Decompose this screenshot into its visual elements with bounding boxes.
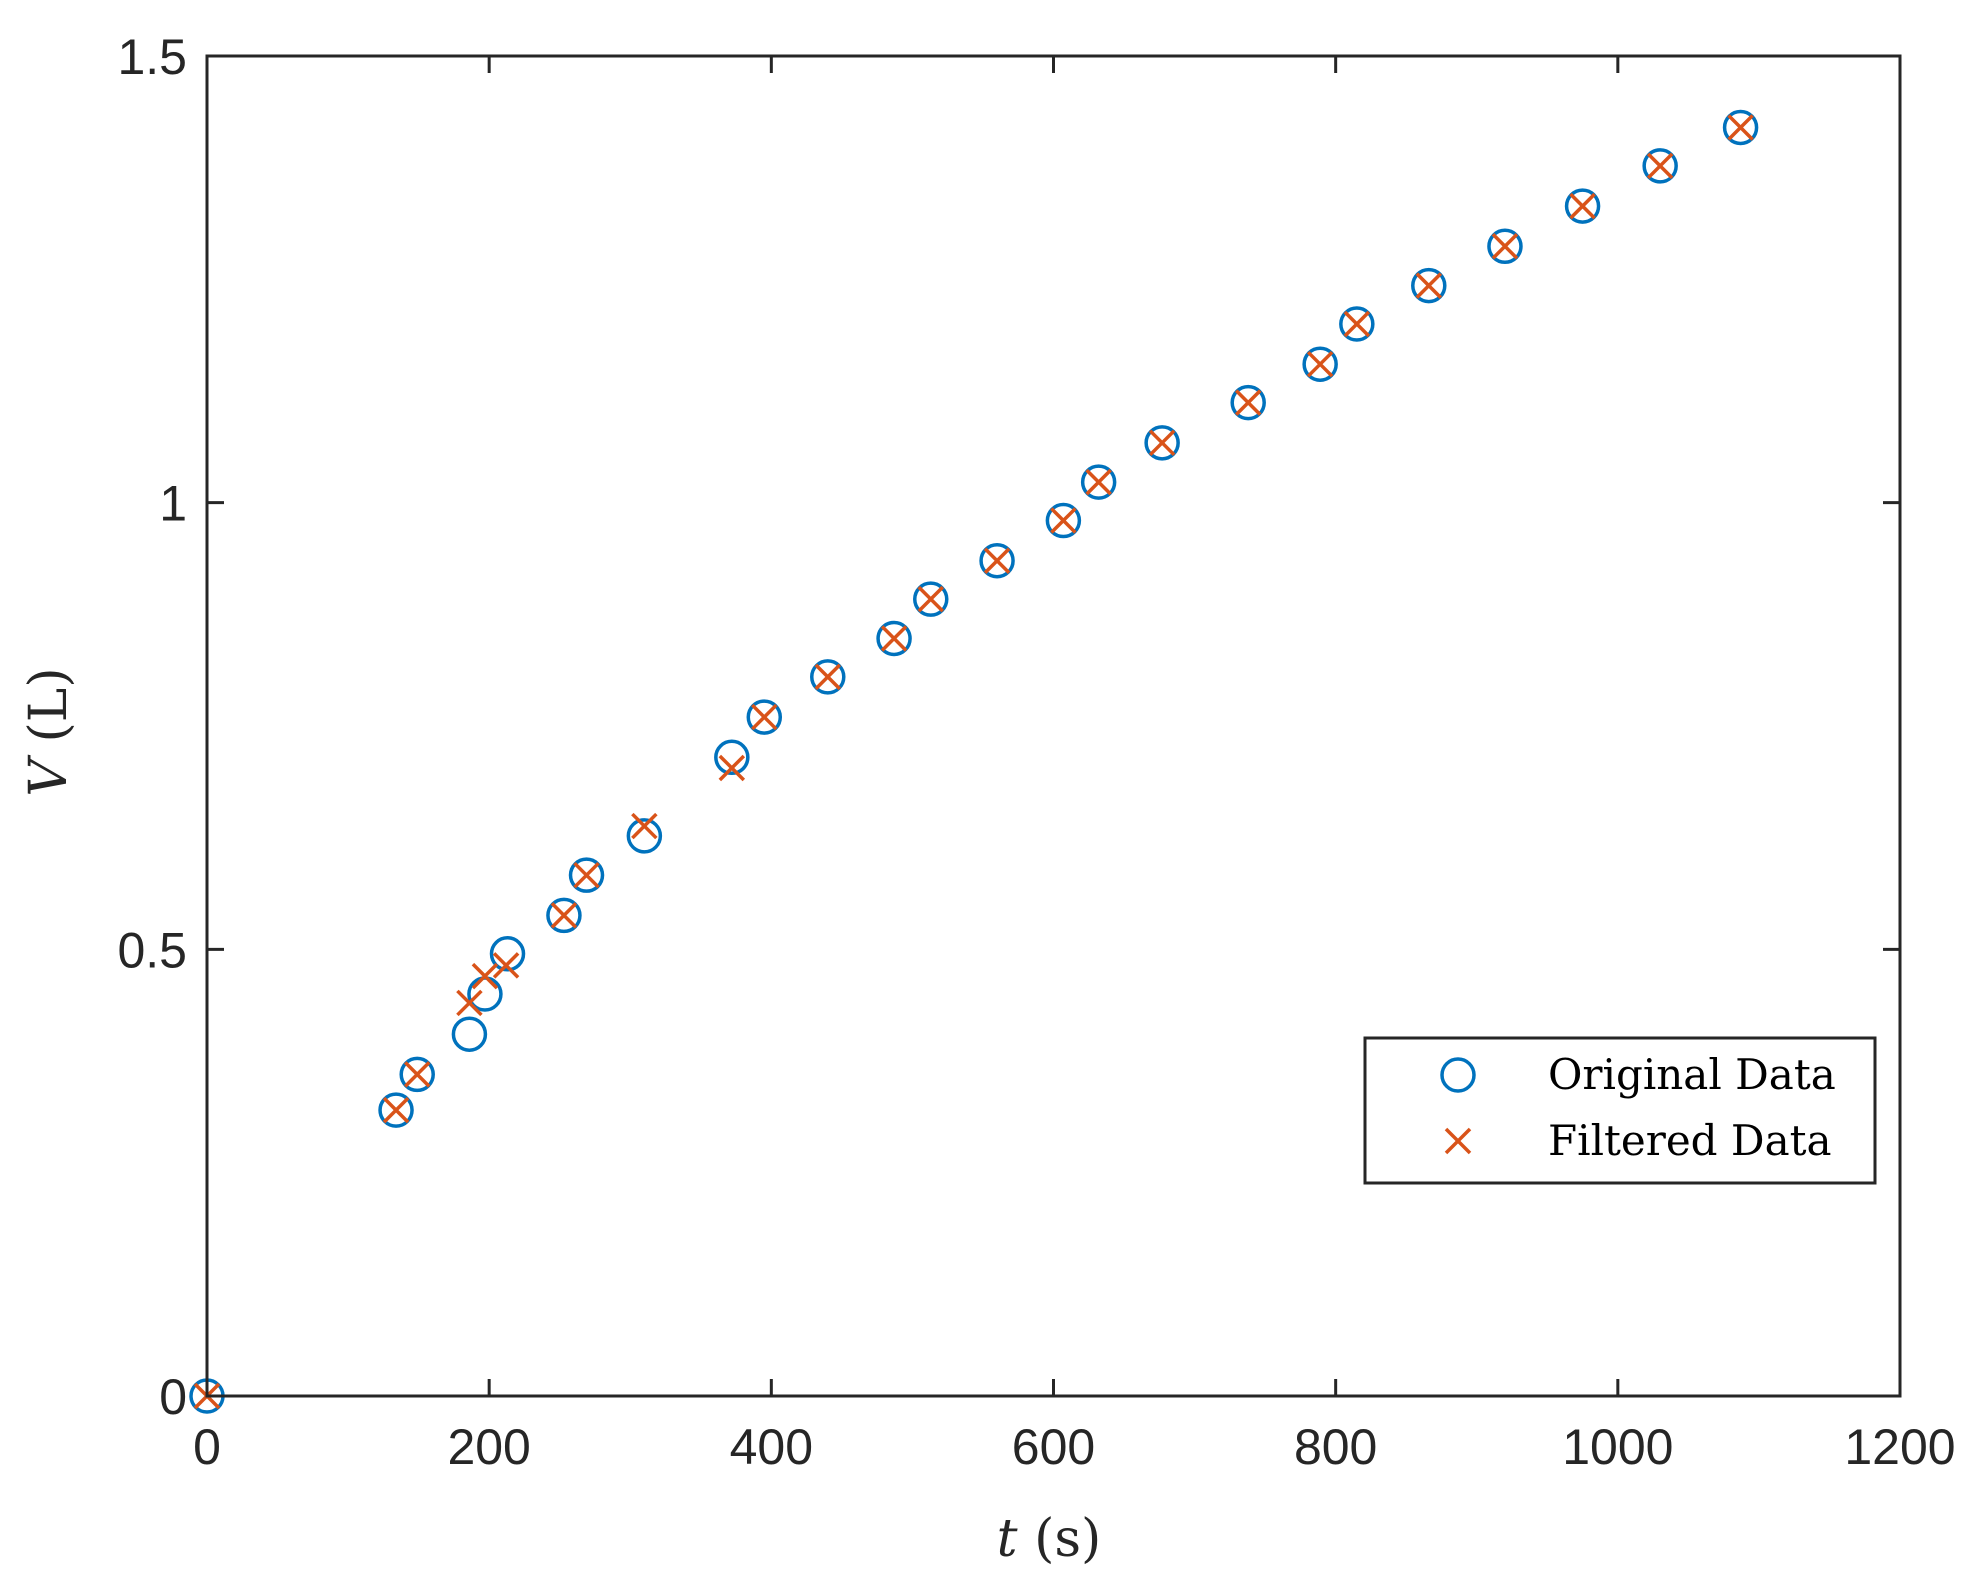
filtered-data-point <box>1148 429 1176 457</box>
filtered-data-point <box>814 663 842 691</box>
original-data-point <box>451 1016 488 1052</box>
y-axis-label: V (L) <box>19 667 79 796</box>
original-data-point <box>546 897 582 934</box>
filtered-data-point <box>492 952 520 979</box>
filtered-data-point <box>880 625 908 652</box>
filtered-data-point <box>718 754 746 782</box>
original-data-point <box>876 620 912 657</box>
original-data-point <box>378 1092 414 1128</box>
filtered-data-point <box>403 1061 431 1088</box>
legend-x-marker <box>1444 1127 1472 1155</box>
legend-circle-marker <box>1440 1057 1476 1093</box>
original-data-point <box>1487 228 1523 265</box>
filtered-data-point <box>382 1096 410 1124</box>
original-data-point <box>1230 384 1266 421</box>
filtered-data-point <box>1234 389 1262 416</box>
original-data-point <box>1339 306 1375 342</box>
filtered-data-point <box>456 989 483 1017</box>
filtered-data-point <box>1569 192 1596 220</box>
filtered-data-point <box>751 703 778 731</box>
filtered-data-point <box>631 812 658 840</box>
original-data-point <box>626 818 663 854</box>
y-tick-label: 0.5 <box>117 922 187 978</box>
filtered-data-point <box>1343 310 1371 338</box>
original-data-point <box>1722 109 1759 146</box>
y-tick-label: 1.5 <box>117 29 187 85</box>
original-data-point <box>1302 346 1338 382</box>
x-tick-label: 200 <box>447 1419 530 1475</box>
y-axis-variable: V <box>19 755 79 797</box>
filtered-data-point <box>1050 507 1077 534</box>
filtered-data-point <box>1491 233 1519 260</box>
original-data-point <box>1564 188 1601 224</box>
original-data-point <box>714 739 750 776</box>
original-data-point <box>489 936 526 972</box>
original-data-point <box>979 542 1015 579</box>
original-data-point <box>399 1056 435 1093</box>
x-tick-label: 1000 <box>1562 1419 1673 1475</box>
y-tick-label: 1 <box>159 476 187 532</box>
legend-label-original: Original Data <box>1548 1050 1836 1099</box>
x-tick-label: 1200 <box>1844 1419 1955 1475</box>
original-data-point <box>1080 464 1117 500</box>
filtered-data-point <box>1415 272 1443 299</box>
original-data-point <box>913 581 949 617</box>
filtered-data-point <box>1646 152 1674 180</box>
original-data-point <box>746 699 783 735</box>
filtered-data-point <box>983 547 1011 574</box>
filtered-data-point <box>1727 114 1754 141</box>
x-axis-variable: t <box>997 1509 1018 1569</box>
original-data-point <box>1045 502 1082 539</box>
x-tick-label: 400 <box>730 1419 813 1475</box>
y-axis-unit: (L) <box>19 667 79 759</box>
ticks-layer: 0 200 400 600 800 1000 1200 0 0.5 1 1.5 <box>117 29 1955 1475</box>
original-data-point <box>568 857 605 893</box>
y-tick-label: 0 <box>159 1369 187 1425</box>
filtered-data-point <box>550 902 578 929</box>
legend-label-filtered: Filtered Data <box>1548 1116 1832 1165</box>
original-data-point <box>1411 267 1447 304</box>
original-data-point <box>1642 148 1678 184</box>
legend: Original Data Filtered Data <box>1363 1036 1877 1185</box>
x-axis-unit: (s) <box>1018 1509 1102 1569</box>
marks-layer <box>189 109 1759 1414</box>
filtered-data-point <box>917 585 944 613</box>
x-tick-label: 600 <box>1012 1419 1095 1475</box>
original-data-point <box>810 659 846 695</box>
filtered-data-point <box>573 861 600 889</box>
filtered-data-point <box>1085 468 1112 496</box>
x-axis-label: t (s) <box>997 1509 1102 1569</box>
original-data-point <box>1144 425 1180 461</box>
x-tick-label: 0 <box>193 1419 221 1475</box>
filtered-data-point <box>1306 350 1334 378</box>
filtered-data-point <box>471 962 499 990</box>
x-tick-label: 800 <box>1294 1419 1377 1475</box>
